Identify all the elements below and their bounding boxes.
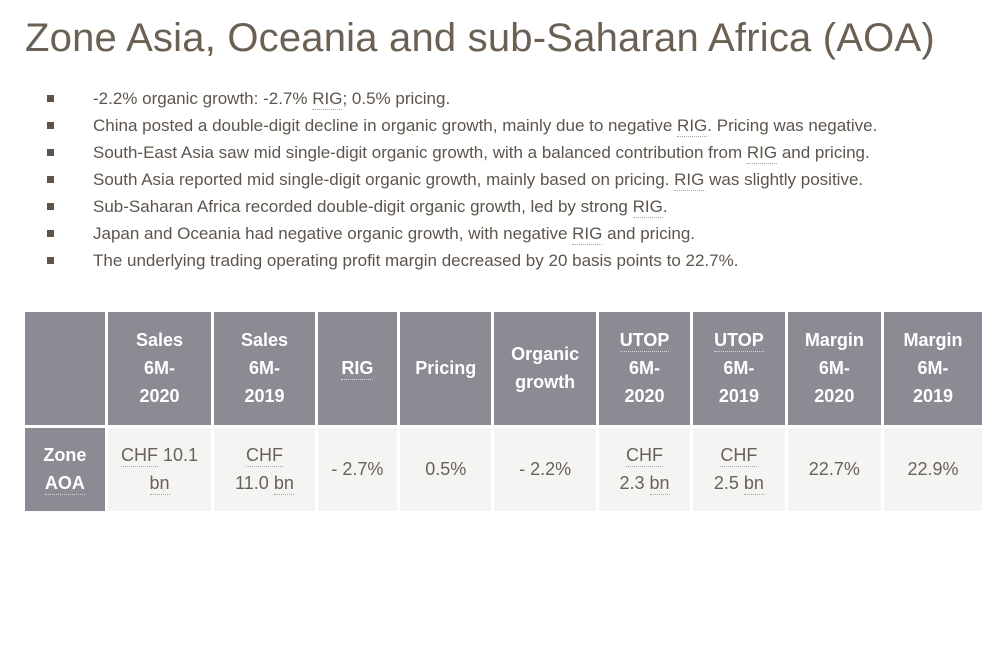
header-label: Margin 6M- 2020 [804,330,864,407]
header-label: Pricing [415,358,477,379]
aoa-abbr[interactable]: AOA [44,473,85,496]
bullet-item: South-East Asia saw mid single-digit org… [25,139,975,166]
rig-abbr[interactable]: RIG [312,89,343,110]
col-header-margin-6m-2019: Margin 6M- 2019 [882,312,982,426]
cell-value: 11.0 [235,473,274,494]
col-header-pricing: Pricing [398,312,495,426]
rig-abbr[interactable]: RIG [572,224,603,245]
cell-utop-6m-2019: CHF 2.5 bn [691,424,788,511]
cell-organic-growth: - 2.2% [492,424,599,511]
col-header-utop-6m-2020: UTOP 6M- 2020 [597,312,694,426]
cell-sales-6m-2020: CHF 10.1 bn [106,424,215,511]
col-header-sales-6m-2019: Sales 6M- 2019 [212,312,318,426]
header-label: Margin 6M- 2019 [903,330,963,407]
rig-abbr[interactable]: RIG [677,116,708,137]
bullet-text: Japan and Oceania had negative organic g… [93,224,573,243]
bn-abbr[interactable]: bn [149,473,170,496]
cell-utop-6m-2020: CHF 2.3 bn [597,424,694,511]
cell-pricing: 0.5% [398,424,495,511]
cell-margin-6m-2019: 22.9% [882,424,982,511]
bullet-text: China posted a double-digit decline in o… [93,116,678,135]
table-header-row: Sales 6M- 2020 Sales 6M- 2019 RIG Pricin… [25,312,982,426]
bullet-item: Japan and Oceania had negative organic g… [25,220,975,247]
bullet-item: South Asia reported mid single-digit org… [25,166,975,193]
bullet-text: ; 0.5% pricing. [342,89,451,108]
bn-abbr[interactable]: bn [273,473,294,496]
table-data-row: Zone AOA CHF 10.1 bn CHF 11.0 bn - 2.7% 0.5… [25,424,982,511]
bullet-item: China posted a double-digit decline in o… [25,112,975,139]
col-header-margin-6m-2020: Margin 6M- 2020 [786,312,885,426]
bullet-text: was slightly positive. [704,170,864,189]
row-header-zone-aoa: Zone AOA [25,424,108,511]
zone-aoa-results-table: Sales 6M- 2020 Sales 6M- 2019 RIG Pricin… [25,312,982,511]
cell-value: 2.3 [619,473,650,494]
zone-label: Zone [43,445,87,466]
chf-abbr[interactable]: CHF [720,445,758,468]
rig-abbr[interactable]: RIG [341,358,374,381]
summary-bullet-list: -2.2% organic growth: -2.7% RIG; 0.5% pr… [25,85,975,274]
bullet-text: Sub-Saharan Africa recorded double-digit… [93,197,633,216]
rig-abbr[interactable]: RIG [746,143,778,164]
col-header-sales-6m-2020: Sales 6M- 2020 [106,312,215,426]
page-title: Zone Asia, Oceania and sub-Saharan Afric… [25,16,935,60]
bullet-text: and pricing. [777,143,870,162]
cell-value: 10.1 [158,445,199,466]
bn-abbr[interactable]: bn [743,473,764,496]
cell-value: 2.5 [713,473,744,494]
utop-abbr[interactable]: UTOP [714,330,764,353]
cell-sales-6m-2019: CHF 11.0 bn [212,424,318,511]
bullet-text: -2.2% organic growth: -2.7% [93,89,313,108]
chf-abbr[interactable]: CHF [626,445,664,468]
corner-cell [25,312,108,426]
bullet-text: . [662,197,668,216]
header-label: 6M- 2020 [624,358,665,407]
bullet-text: South Asia reported mid single-digit org… [93,170,675,189]
header-label: Sales 6M- 2020 [136,330,184,407]
cell-margin-6m-2020: 22.7% [786,424,885,511]
rig-abbr[interactable]: RIG [674,170,705,191]
bullet-text: and pricing. [602,224,696,243]
header-label: Sales 6M- 2019 [240,330,288,407]
col-header-organic-growth: Organic growth [492,312,599,426]
chf-abbr[interactable]: CHF [245,445,283,468]
header-label: Organic growth [511,344,580,393]
page: Zone Asia, Oceania and sub-Saharan Afric… [25,16,982,511]
col-header-rig: RIG [316,312,401,426]
bullet-item: Sub-Saharan Africa recorded double-digit… [25,193,975,220]
cell-rig: - 2.7% [316,424,401,511]
bullet-text: . Pricing was negative. [707,116,878,135]
bullet-item: -2.2% organic growth: -2.7% RIG; 0.5% pr… [25,85,975,112]
col-header-utop-6m-2019: UTOP 6M- 2019 [691,312,788,426]
bullet-text: The underlying trading operating profit … [93,251,739,270]
rig-abbr[interactable]: RIG [632,197,663,218]
header-label: 6M- 2019 [718,358,759,407]
bullet-text: South-East Asia saw mid single-digit org… [93,143,747,162]
bullet-item: The underlying trading operating profit … [25,247,975,274]
utop-abbr[interactable]: UTOP [619,330,670,353]
bn-abbr[interactable]: bn [649,473,670,496]
chf-abbr[interactable]: CHF [121,445,159,468]
